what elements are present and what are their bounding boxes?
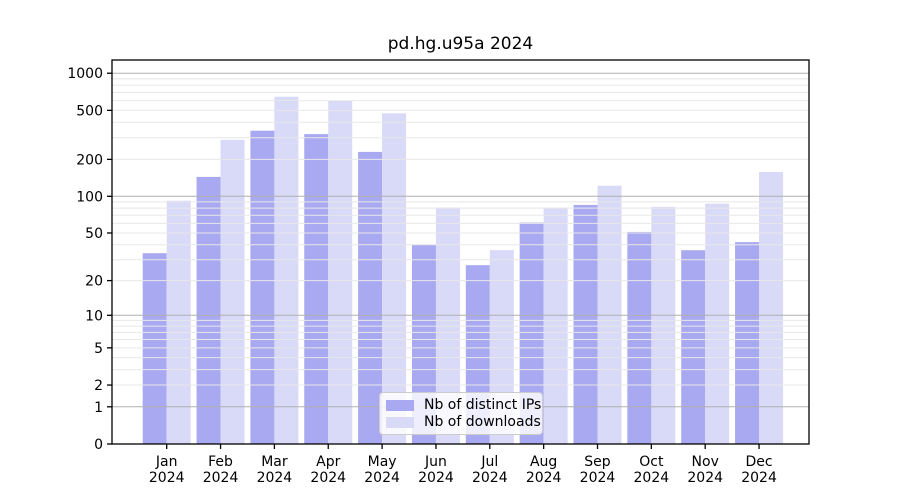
bar-jan-distinct-ips: [142, 253, 167, 444]
bar-nov-downloads: [705, 203, 730, 444]
x-tick-label-year: 2024: [257, 470, 293, 486]
plot-border: [111, 59, 810, 445]
y-tick-label: 1: [94, 400, 103, 416]
y-tick-label: 50: [85, 226, 103, 242]
x-tick-label-month: Apr: [316, 454, 340, 470]
bar-sep-distinct-ips: [573, 204, 598, 444]
legend-label-downloads: Nb of downloads: [424, 414, 541, 430]
x-tick-label-month: Jun: [424, 454, 447, 470]
bar-feb-downloads: [220, 139, 245, 444]
y-axis: 0 1 2 5 10 20 50 100 200 500 1000: [67, 66, 112, 453]
x-tick-label-year: 2024: [526, 470, 562, 486]
x-tick-label-month: Nov: [692, 454, 719, 470]
x-tick-label-year: 2024: [634, 470, 670, 486]
y-tick-label: 200: [76, 152, 103, 168]
chart-title: pd.hg.u95a 2024: [387, 34, 534, 54]
bar-oct-distinct-ips: [627, 231, 652, 444]
y-tick-label: 0: [94, 437, 103, 453]
x-tick-label-year: 2024: [580, 470, 616, 486]
x-tick-label-month: Feb: [208, 454, 233, 470]
y-tick-label: 1000: [67, 66, 103, 82]
bar-oct-downloads: [651, 206, 676, 444]
x-tick-label-year: 2024: [472, 470, 508, 486]
bar-jan-downloads: [166, 200, 191, 444]
bar-apr-distinct-ips: [304, 134, 329, 444]
y-tick-label: 5: [94, 341, 103, 357]
x-tick-label-month: Oct: [639, 454, 664, 470]
x-tick-label-year: 2024: [687, 470, 723, 486]
x-tick-label-month: Dec: [746, 454, 773, 470]
x-tick-label-month: May: [368, 454, 397, 470]
x-tick-label-year: 2024: [364, 470, 400, 486]
y-tick-label: 100: [76, 189, 103, 205]
bar-feb-distinct-ips: [196, 176, 221, 444]
x-tick-label-year: 2024: [310, 470, 346, 486]
x-tick-label-month: Mar: [261, 454, 288, 470]
x-tick-label-year: 2024: [203, 470, 239, 486]
grid-minor-layer: [112, 78, 809, 386]
bar-mar-downloads: [274, 96, 299, 445]
x-tick-label-month: Jan: [155, 454, 178, 470]
x-tick-label-year: 2024: [149, 470, 185, 486]
bar-nov-distinct-ips: [681, 250, 706, 444]
x-tick-label-month: Aug: [530, 454, 557, 470]
legend: Nb of distinct IPs Nb of downloads: [379, 392, 543, 435]
x-tick-label-year: 2024: [741, 470, 777, 486]
x-tick-label-month: Jul: [480, 454, 498, 470]
legend-item-distinct-ips: Nb of distinct IPs: [386, 397, 541, 413]
bar-may-distinct-ips: [358, 151, 383, 444]
x-axis: Jan2024Feb2024Mar2024Apr2024May2024Jun20…: [149, 444, 777, 486]
x-tick-label-year: 2024: [418, 470, 454, 486]
x-tick-label-month: Sep: [584, 454, 611, 470]
legend-swatch-downloads: [386, 416, 414, 428]
bar-dec-downloads: [759, 171, 784, 444]
bar-apr-downloads: [328, 100, 353, 444]
y-tick-label: 20: [85, 274, 103, 290]
axes-box: [111, 59, 810, 445]
legend-item-downloads: Nb of downloads: [386, 414, 541, 430]
y-tick-label: 2: [94, 378, 103, 394]
bar-may-downloads: [382, 113, 407, 444]
bar-dec-distinct-ips: [735, 242, 760, 444]
bar-mar-distinct-ips: [250, 130, 275, 444]
legend-swatch-distinct-ips: [386, 399, 414, 411]
y-tick-label: 500: [76, 103, 103, 119]
y-tick-label: 10: [85, 308, 103, 324]
legend-label-distinct-ips: Nb of distinct IPs: [424, 397, 542, 413]
